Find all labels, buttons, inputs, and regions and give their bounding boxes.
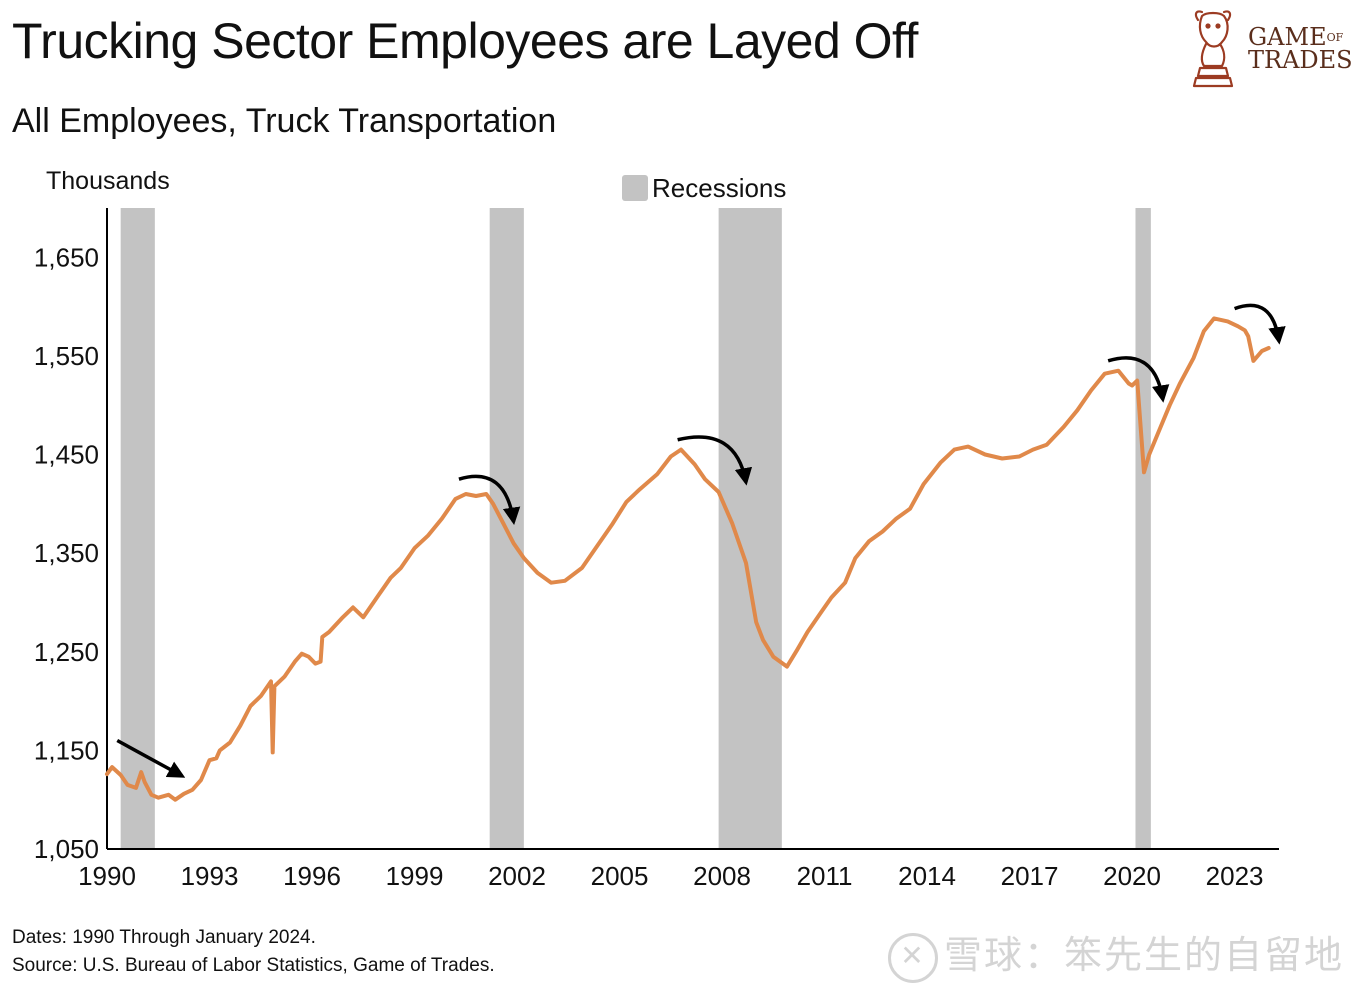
x-tick-label-1999: 1999 (386, 861, 444, 891)
annotation-arrow-5 (1233, 303, 1286, 345)
logo-wordmark: GAMEOF TRADES (1248, 23, 1353, 74)
x-tick-label-2008: 2008 (693, 861, 751, 891)
page-title: Trucking Sector Employees are Layed Off (12, 13, 918, 69)
recession-band-3 (718, 208, 782, 849)
dates-note: Dates: 1990 Through January 2024. (12, 927, 316, 948)
y-tick-label-1,550: 1,550 (34, 341, 99, 371)
annotation-arrow-3 (677, 435, 753, 486)
annotation-arrow-4 (1107, 356, 1170, 403)
chart-notes: Dates: 1990 Through January 2024. Source… (12, 924, 495, 980)
y-tick-label-1,150: 1,150 (34, 735, 99, 765)
x-tick-label-2011: 2011 (797, 861, 853, 891)
x-tick-label-2002: 2002 (488, 861, 546, 891)
annotation-arrow-1 (116, 738, 186, 778)
x-tick-label-2020: 2020 (1103, 861, 1161, 891)
annotation-arrow-2 (458, 474, 521, 526)
y-tick-label-1,350: 1,350 (34, 538, 99, 568)
logo-line-game: GAME (1248, 23, 1327, 51)
watermark-badge-icon: ✕ (888, 932, 938, 983)
x-tick-label-1993: 1993 (181, 861, 239, 891)
x-tick-label-2005: 2005 (591, 861, 649, 891)
xueqiu-watermark: ✕ 雪球：笨先生的自留地 (888, 924, 1344, 983)
game-of-trades-logo: GAMEOF TRADES (1188, 6, 1354, 90)
logo-line-trades: TRADES (1248, 46, 1353, 74)
legend-recession-label: Recessions (652, 173, 786, 203)
chart-subtitle: All Employees, Truck Transportation (12, 102, 557, 140)
employment-line-chart: 1,050 1,150 1,250 1,350 1,450 1,550 1,650 1990 1… (34, 167, 1286, 891)
y-axis-label: Thousands (46, 167, 170, 195)
series-line-truck-employees (105, 316, 1271, 802)
x-tick-label-1996: 1996 (283, 861, 341, 891)
recession-band-4 (1135, 208, 1151, 849)
recession-band-1 (120, 208, 155, 849)
y-tick-label-1,250: 1,250 (34, 637, 99, 667)
source-note: Source: U.S. Bureau of Labor Statistics,… (12, 955, 495, 976)
y-tick-label-1,450: 1,450 (34, 440, 99, 470)
y-tick-label-1,050: 1,050 (34, 834, 99, 864)
x-tick-label-2014: 2014 (898, 861, 956, 891)
x-tick-label-2023: 2023 (1206, 861, 1264, 891)
y-tick-label-1,650: 1,650 (34, 242, 99, 272)
bull-knight-icon (1192, 10, 1234, 88)
legend-recession-swatch (622, 175, 648, 201)
x-tick-label-2017: 2017 (1001, 861, 1059, 891)
watermark-text: 雪球：笨先生的自留地 (944, 933, 1345, 977)
logo-of: OF (1326, 31, 1344, 44)
x-tick-label-1990: 1990 (78, 861, 136, 891)
